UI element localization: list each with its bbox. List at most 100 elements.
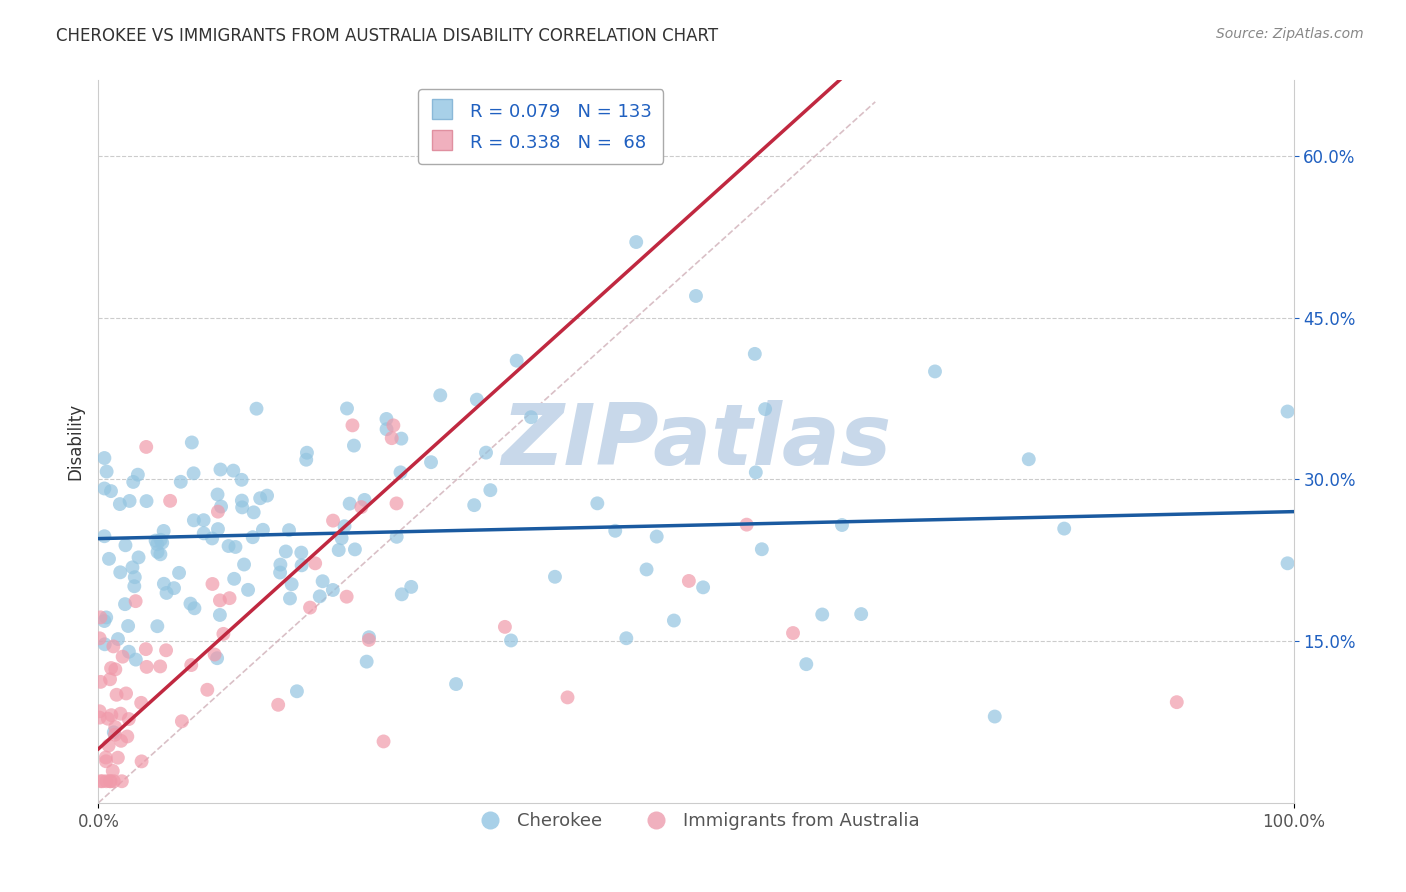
Point	[152, 524, 174, 538]
Point	[145, 533, 167, 548]
Point	[463, 498, 485, 512]
Point	[131, 755, 153, 769]
Point	[1277, 557, 1299, 571]
Point	[385, 530, 408, 544]
Point	[108, 497, 131, 511]
Point	[90, 674, 112, 689]
Point	[285, 684, 308, 698]
Point	[322, 582, 344, 597]
Point	[180, 658, 202, 673]
Point	[117, 730, 139, 744]
Point	[183, 601, 205, 615]
Point	[382, 418, 405, 433]
Point	[207, 505, 229, 519]
Point	[96, 774, 118, 789]
Point	[475, 445, 498, 459]
Point	[91, 774, 114, 789]
Point	[155, 586, 177, 600]
Point	[93, 482, 115, 496]
Point	[201, 532, 224, 546]
Point	[290, 546, 312, 560]
Point	[150, 535, 173, 549]
Point	[98, 774, 121, 789]
Point	[231, 493, 253, 508]
Point	[97, 739, 120, 753]
Point	[343, 542, 366, 557]
Point	[328, 543, 350, 558]
Point	[193, 526, 215, 541]
Point	[494, 620, 516, 634]
Point	[222, 464, 245, 478]
Point	[233, 558, 256, 572]
Point	[280, 577, 302, 591]
Point	[1166, 695, 1188, 709]
Point	[110, 734, 132, 748]
Point	[135, 494, 157, 508]
Point	[89, 610, 111, 624]
Point	[754, 402, 776, 417]
Point	[218, 591, 240, 606]
Point	[100, 661, 122, 675]
Point	[256, 489, 278, 503]
Point	[170, 714, 193, 729]
Point	[129, 696, 152, 710]
Point	[291, 558, 314, 573]
Point	[107, 750, 129, 764]
Point	[193, 513, 215, 527]
Point	[385, 496, 408, 510]
Point	[311, 574, 333, 589]
Point	[333, 519, 356, 533]
Point	[924, 364, 946, 378]
Point	[465, 392, 488, 407]
Point	[146, 545, 169, 559]
Point	[183, 467, 205, 481]
Point	[586, 496, 609, 510]
Point	[224, 540, 246, 554]
Point	[93, 450, 115, 465]
Point	[90, 774, 112, 789]
Point	[339, 497, 361, 511]
Point	[308, 590, 330, 604]
Point	[252, 523, 274, 537]
Point	[89, 632, 111, 646]
Point	[98, 672, 121, 686]
Point	[135, 642, 157, 657]
Point	[208, 607, 231, 622]
Point	[183, 513, 205, 527]
Point	[295, 452, 318, 467]
Point	[304, 557, 326, 571]
Point	[155, 643, 177, 657]
Point	[124, 594, 146, 608]
Point	[851, 607, 873, 621]
Point	[114, 597, 136, 611]
Point	[115, 686, 138, 700]
Point	[336, 590, 359, 604]
Point	[118, 712, 141, 726]
Point	[444, 677, 467, 691]
Point	[124, 579, 146, 593]
Point	[146, 537, 169, 551]
Point	[685, 289, 707, 303]
Point	[231, 473, 253, 487]
Point	[135, 440, 157, 454]
Point	[208, 593, 231, 607]
Point	[104, 728, 127, 742]
Point	[984, 709, 1007, 723]
Point	[212, 627, 235, 641]
Point	[128, 550, 150, 565]
Point	[94, 750, 117, 764]
Point	[269, 566, 291, 580]
Point	[557, 690, 579, 705]
Point	[278, 523, 301, 537]
Point	[118, 494, 141, 508]
Point	[357, 630, 380, 644]
Point	[245, 401, 267, 416]
Point	[93, 529, 115, 543]
Point	[205, 651, 228, 665]
Point	[224, 572, 246, 586]
Point	[375, 412, 398, 426]
Point	[692, 580, 714, 594]
Point	[104, 662, 127, 676]
Point	[159, 493, 181, 508]
Point	[744, 347, 766, 361]
